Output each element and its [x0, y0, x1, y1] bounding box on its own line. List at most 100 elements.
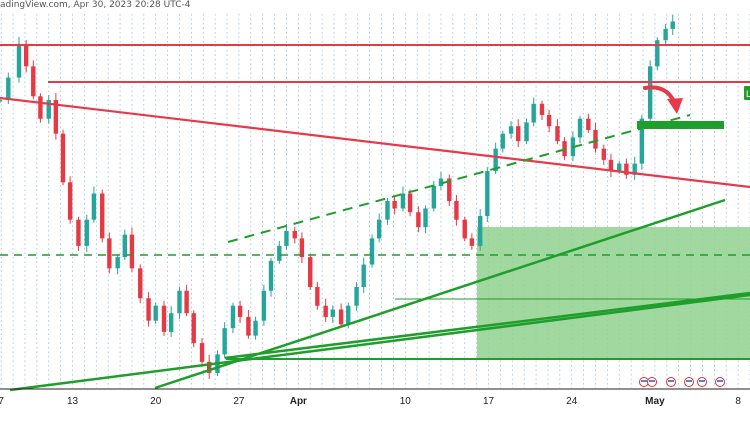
candle-body: [161, 305, 167, 332]
rising-dashed-trendline: [227, 114, 691, 243]
candle-body: [16, 43, 22, 78]
x-tick-label: 27: [233, 396, 245, 407]
candle-body: [423, 208, 428, 228]
candle-body: [6, 77, 11, 101]
candle-body: [122, 234, 128, 258]
price-badge-label: L: [746, 89, 750, 99]
candle-body: [330, 309, 336, 317]
candle-body: [462, 219, 467, 239]
candle-body: [477, 215, 483, 246]
candle-body: [100, 193, 105, 239]
candle-body: [31, 66, 36, 97]
candle-body: [222, 328, 227, 355]
candle-body: [555, 126, 560, 142]
candle-body: [400, 193, 406, 209]
candle-body: [246, 316, 251, 336]
candle-body: [524, 122, 529, 142]
descending-trendline: [0, 96, 750, 189]
x-tick-label: Apr: [290, 396, 307, 407]
candle-body: [107, 238, 112, 269]
candle-body: [323, 305, 328, 317]
candle-body: [577, 118, 583, 138]
candle-body: [493, 148, 498, 172]
zones: [226, 227, 750, 360]
candle-body: [346, 305, 351, 325]
x-tick-label: 10: [400, 396, 412, 407]
candle-body: [129, 234, 135, 269]
x-tick-label: 13: [67, 396, 79, 407]
candle-body: [376, 219, 382, 239]
candle-body: [23, 43, 29, 67]
x-axis: 7 13 20 27 Apr 10 17 24 May 8: [0, 388, 750, 407]
candle-body: [84, 219, 89, 246]
candle-body: [153, 305, 158, 321]
candle-body: [230, 305, 236, 329]
candle-body: [500, 133, 505, 149]
candle-body: [199, 343, 205, 362]
candle-body: [354, 287, 359, 306]
candle-body: [206, 361, 212, 374]
candle-body: [438, 178, 444, 187]
candle-body: [284, 230, 289, 246]
candle-body: [531, 103, 536, 123]
x-tick-label: 24: [566, 396, 578, 407]
event-icons: [639, 377, 725, 387]
candle-body: [308, 257, 313, 288]
candle-body: [46, 100, 51, 119]
arrow-head: [667, 98, 683, 114]
candle-body: [516, 126, 521, 142]
candle-body: [593, 129, 598, 149]
candle-body: [268, 260, 274, 291]
candle-body: [655, 40, 660, 67]
candle-body: [292, 230, 297, 239]
candle-body: [277, 245, 282, 261]
candle-body: [91, 193, 97, 220]
x-tick-label: 20: [150, 396, 162, 407]
candle-body: [146, 298, 151, 321]
candle-body: [624, 163, 629, 175]
candle-body: [237, 305, 243, 317]
candle-body: [508, 126, 514, 134]
candle-body: [392, 201, 397, 209]
candle-body: [539, 103, 545, 115]
candle-body: [38, 96, 43, 119]
candle-body: [407, 193, 413, 213]
rising-trendline-steep: [154, 198, 726, 390]
candle-body: [60, 133, 66, 183]
target-zone-bar: [637, 121, 724, 129]
candle-body: [0, 100, 3, 102]
x-tick-label: 17: [483, 396, 495, 407]
candle-body: [416, 212, 421, 228]
candle-body: [639, 118, 645, 164]
candle-body: [454, 201, 459, 220]
x-tick-label: May: [645, 396, 665, 407]
rising-trendline-shallow: [224, 291, 750, 360]
candle-body: [67, 182, 73, 220]
candle-body: [632, 163, 637, 175]
trend-lines: L: [0, 44, 750, 392]
flag-icon: [647, 377, 657, 387]
candle-body: [177, 290, 182, 314]
demand-zone: [477, 227, 750, 359]
candle-body: [586, 118, 591, 130]
candle-body: [261, 290, 267, 321]
candle-body: [361, 264, 366, 288]
chart-header: adingView.com, Apr 30, 2023 20:28 UTC-4: [0, 0, 191, 10]
flag-icon: [715, 377, 725, 387]
candle-body: [469, 238, 475, 246]
candle-body: [617, 163, 622, 172]
flag-icon: [697, 377, 707, 387]
candle-body: [670, 21, 675, 29]
x-tick-label: 8: [735, 396, 741, 407]
rising-trendline-shallow-left: [9, 293, 750, 392]
candle-body: [253, 320, 258, 336]
candle-body: [191, 313, 196, 344]
candle-body: [338, 309, 344, 325]
candle-body: [184, 290, 189, 314]
candle-body: [663, 28, 668, 41]
candle-body: [447, 178, 452, 201]
candle-body: [76, 219, 81, 246]
candle-body: [546, 114, 552, 127]
